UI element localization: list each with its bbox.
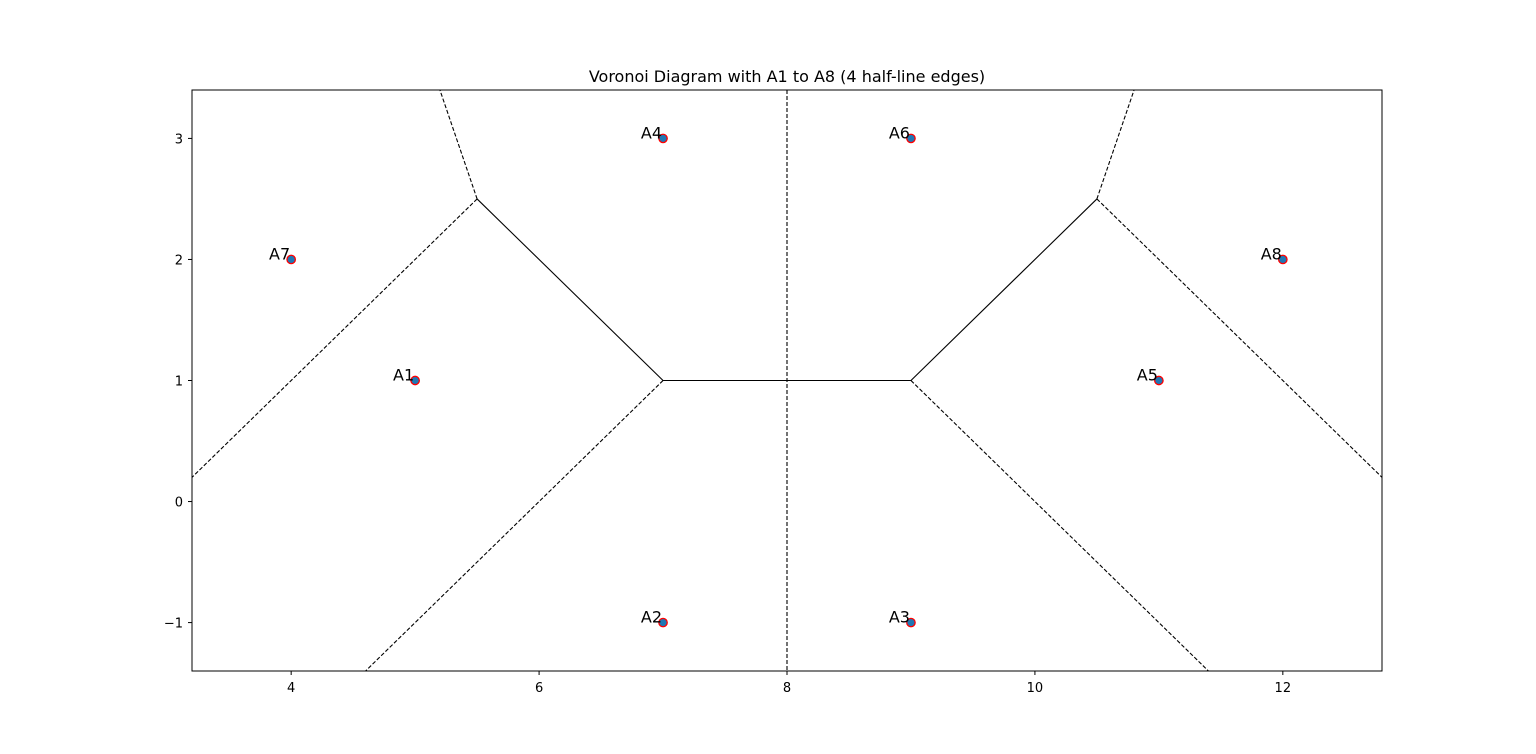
point-label-a8: A8: [1261, 244, 1282, 263]
x-tick-label: 10: [1027, 681, 1044, 696]
point-label-a6: A6: [889, 123, 910, 142]
point-a8: [1277, 254, 1288, 265]
point-a7: [286, 254, 297, 265]
point-label-a4: A4: [641, 123, 662, 142]
site-labels: A1 A2 A3 A4 A5 A6 A7 A8: [269, 123, 1282, 626]
point-label-a1: A1: [393, 366, 414, 385]
y-axis-ticks: −1 0 1 2 3: [164, 132, 192, 632]
point-a2: [658, 617, 668, 628]
point-label-a7: A7: [269, 244, 290, 263]
voronoi-edge-dashed-1: [439, 90, 478, 200]
x-tick-label: 6: [535, 681, 543, 696]
point-label-a3: A3: [889, 608, 910, 627]
x-axis-ticks: 4 6 8 10 12: [287, 671, 1291, 696]
voronoi-edge-dashed-2: [192, 198, 478, 478]
y-tick-label: −1: [164, 617, 183, 632]
point-label-a5: A5: [1137, 366, 1158, 385]
point-a4: [658, 133, 668, 144]
point-a5: [1154, 375, 1164, 386]
chart-title: Voronoi Diagram with A1 to A8 (4 half-li…: [589, 67, 985, 86]
point-label-a2: A2: [641, 608, 662, 627]
voronoi-edge-dashed-5: [910, 380, 1209, 671]
y-tick-label: 2: [175, 253, 183, 268]
voronoi-edge-solid-3: [910, 198, 1098, 381]
x-tick-label: 4: [287, 681, 295, 696]
y-tick-label: 0: [175, 496, 183, 511]
voronoi-edge-dashed-7: [1096, 90, 1135, 200]
x-tick-label: 8: [783, 681, 791, 696]
y-tick-label: 3: [175, 132, 183, 147]
y-tick-label: 1: [175, 375, 183, 390]
voronoi-edge-dashed-6: [1096, 198, 1382, 478]
x-tick-label: 12: [1275, 681, 1292, 696]
voronoi-edge-dashed-3: [365, 380, 664, 671]
voronoi-edges: [192, 90, 1382, 671]
point-a3: [906, 617, 916, 628]
voronoi-edge-solid-1: [476, 198, 664, 381]
point-a1: [410, 375, 420, 386]
point-a6: [906, 133, 916, 144]
site-points: [286, 133, 1288, 628]
